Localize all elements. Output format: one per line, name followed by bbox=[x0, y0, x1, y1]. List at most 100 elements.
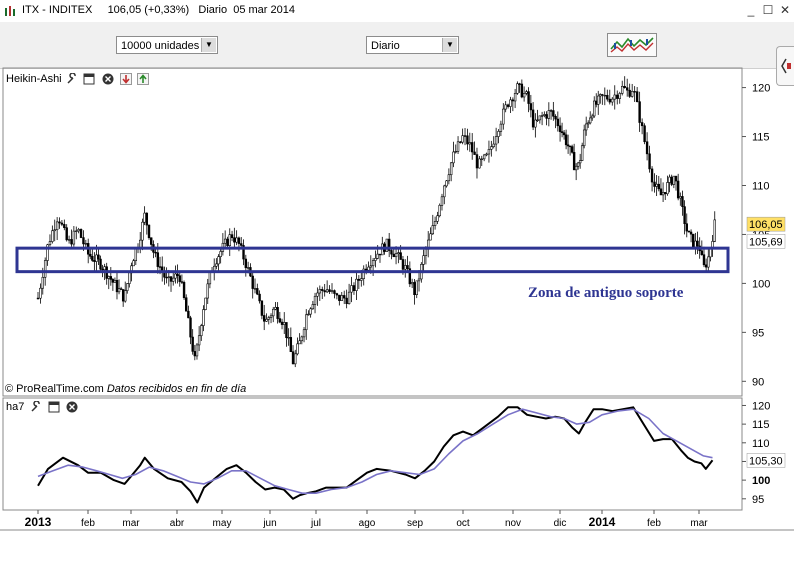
candle-body bbox=[586, 122, 590, 125]
indicator-chart-button[interactable] bbox=[607, 33, 657, 57]
price-candle bbox=[578, 153, 582, 169]
side-panel-button[interactable] bbox=[776, 46, 794, 86]
price-candle bbox=[345, 289, 348, 309]
minimize-button[interactable]: _ bbox=[747, 3, 755, 17]
close-window-button[interactable]: ✕ bbox=[779, 3, 791, 17]
price-candle bbox=[161, 256, 164, 282]
price-candle bbox=[206, 278, 209, 305]
x-tick-label: sep bbox=[407, 518, 424, 529]
price-candle bbox=[487, 140, 491, 163]
price-candle bbox=[338, 294, 341, 306]
price-candle bbox=[593, 96, 596, 118]
price-candle bbox=[385, 238, 389, 252]
candle-body bbox=[674, 175, 678, 182]
price-candle bbox=[417, 270, 421, 292]
price-candle bbox=[109, 267, 113, 286]
price-candle bbox=[195, 343, 199, 360]
candle-body bbox=[595, 100, 598, 105]
candle-body bbox=[502, 108, 505, 125]
candle-body bbox=[145, 212, 149, 226]
candle-body bbox=[480, 158, 483, 160]
candle-body bbox=[274, 307, 277, 310]
price-candle bbox=[687, 230, 691, 233]
candle-body bbox=[369, 265, 373, 268]
close-icon[interactable] bbox=[66, 401, 78, 413]
candle-body bbox=[390, 250, 393, 255]
candle-body bbox=[638, 101, 641, 123]
candle-body bbox=[668, 176, 671, 183]
candle-body bbox=[55, 221, 59, 231]
price-candle bbox=[436, 211, 439, 225]
price-candle bbox=[640, 118, 644, 135]
candle-body bbox=[276, 307, 279, 319]
candle-body bbox=[278, 318, 282, 323]
candle-body bbox=[309, 308, 312, 315]
wrench-icon[interactable] bbox=[66, 73, 78, 85]
candle-body bbox=[230, 234, 234, 238]
close-icon[interactable] bbox=[102, 73, 114, 85]
price-candle bbox=[628, 83, 631, 98]
price-candle bbox=[39, 283, 42, 304]
candle-body bbox=[625, 87, 629, 91]
chevron-down-icon: ▼ bbox=[201, 38, 216, 52]
candle-body bbox=[487, 148, 491, 155]
price-candle bbox=[176, 264, 179, 284]
price-candle bbox=[449, 161, 453, 182]
price-candle bbox=[191, 329, 194, 355]
price-candle bbox=[343, 290, 346, 305]
price-candle bbox=[350, 276, 353, 303]
candle-body bbox=[313, 295, 317, 305]
price-candle bbox=[91, 248, 94, 262]
price-candle bbox=[657, 175, 660, 192]
candle-body bbox=[475, 154, 479, 169]
quantity-select[interactable]: 10000 unidades ▼ bbox=[116, 36, 218, 54]
candle-body bbox=[126, 283, 129, 291]
price-candle bbox=[560, 122, 564, 138]
move-up-icon[interactable] bbox=[137, 73, 149, 85]
y-tick-label: 100 bbox=[752, 475, 770, 487]
candle-body bbox=[593, 100, 596, 117]
window-icon[interactable] bbox=[83, 73, 95, 85]
price-candle bbox=[509, 96, 512, 113]
candle-body bbox=[494, 136, 498, 145]
candle-body bbox=[223, 238, 227, 244]
candle-body bbox=[302, 329, 306, 338]
price-candle bbox=[531, 102, 535, 131]
candle-body bbox=[534, 119, 537, 128]
candle-body bbox=[529, 103, 533, 111]
candle-body bbox=[431, 225, 434, 235]
candle-body bbox=[601, 94, 604, 96]
price-candle bbox=[650, 166, 654, 192]
candle-body bbox=[305, 314, 308, 331]
price-candle bbox=[473, 141, 476, 155]
candle-body bbox=[307, 313, 310, 316]
price-candle bbox=[522, 86, 526, 102]
price-candle bbox=[119, 286, 123, 290]
price-candle bbox=[141, 218, 144, 251]
candle-body bbox=[473, 151, 476, 155]
candle-body bbox=[89, 253, 92, 257]
price-candle bbox=[529, 94, 533, 118]
move-down-icon[interactable] bbox=[120, 73, 132, 85]
candle-body bbox=[376, 253, 379, 259]
candle-body bbox=[543, 114, 546, 116]
restore-button[interactable]: ☐ bbox=[762, 3, 774, 17]
price-candle bbox=[516, 81, 519, 95]
price-candle bbox=[333, 289, 336, 299]
x-tick-label: mar bbox=[122, 518, 140, 529]
price-candle bbox=[630, 83, 634, 98]
price-candle bbox=[404, 259, 407, 278]
price-candle bbox=[635, 87, 639, 103]
price-candle bbox=[330, 283, 334, 294]
candle-body bbox=[141, 221, 144, 241]
candle-body bbox=[113, 279, 117, 283]
candle-body bbox=[165, 276, 168, 279]
period-select[interactable]: Diario ▼ bbox=[366, 36, 459, 54]
wrench-icon[interactable] bbox=[30, 401, 42, 413]
candle-body bbox=[340, 295, 343, 301]
window-icon[interactable] bbox=[48, 401, 60, 413]
price-candle bbox=[497, 129, 500, 144]
candle-body bbox=[283, 322, 286, 325]
candle-body bbox=[635, 91, 639, 102]
y-tick-label: 115 bbox=[752, 132, 770, 144]
